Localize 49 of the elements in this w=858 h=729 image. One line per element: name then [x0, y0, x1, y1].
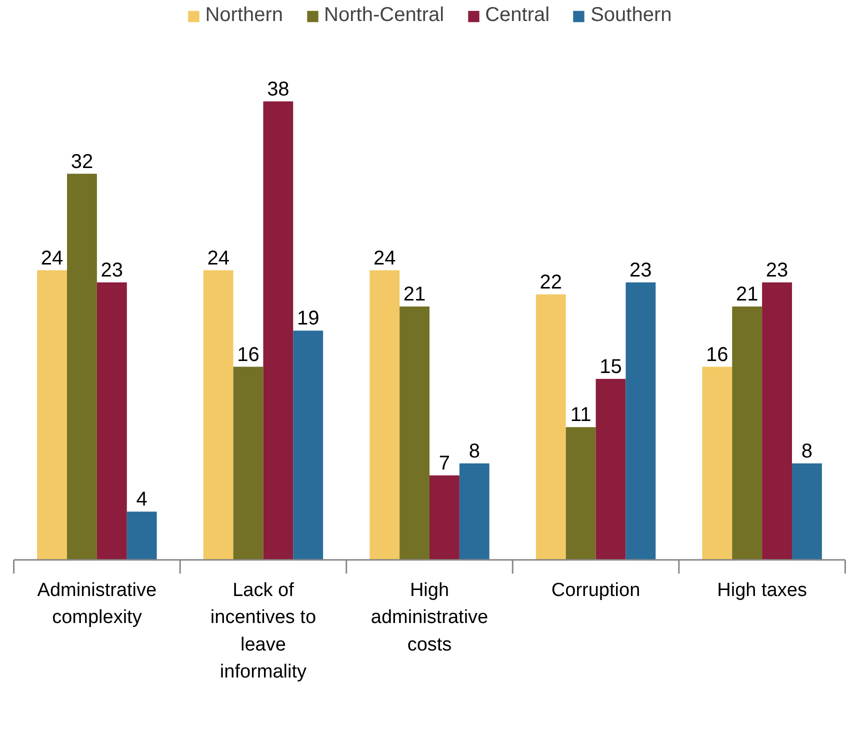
data-label: 4 — [136, 488, 148, 511]
data-label: 24 — [207, 247, 230, 270]
data-label: 23 — [630, 259, 652, 282]
bar — [126, 512, 157, 560]
data-label: 8 — [468, 440, 480, 462]
bar — [566, 427, 596, 560]
x-tick-label: High administrative costs — [370, 580, 488, 656]
bar — [233, 366, 264, 560]
bar — [536, 294, 566, 560]
data-label: 23 — [100, 259, 124, 282]
data-label: 11 — [570, 404, 592, 426]
data-label: 16 — [706, 344, 728, 366]
data-label: 7 — [438, 452, 450, 474]
legend-label: North-Central — [324, 4, 444, 27]
bar — [626, 282, 656, 560]
bar — [400, 306, 430, 560]
legend-label: Northern — [205, 4, 284, 27]
bar — [596, 378, 626, 560]
x-tick-label: High taxes — [717, 580, 807, 601]
bar — [37, 270, 68, 560]
bar — [430, 475, 460, 560]
data-label: 38 — [267, 78, 290, 100]
bar — [67, 174, 97, 560]
data-label: 24 — [40, 247, 64, 270]
bar — [203, 270, 234, 560]
data-label: 8 — [801, 440, 813, 462]
bar — [702, 366, 732, 560]
legend-label: Central — [485, 4, 550, 27]
bar — [263, 101, 294, 560]
x-tick-label: Lack of incentives to leave informality — [210, 580, 316, 683]
data-label: 32 — [70, 150, 94, 173]
bar — [732, 306, 762, 560]
data-label: 23 — [766, 259, 788, 282]
data-label: 21 — [736, 283, 758, 306]
bar — [370, 270, 400, 560]
bar — [792, 463, 822, 560]
legend-label: Southern — [590, 4, 672, 27]
data-label: 16 — [237, 344, 260, 366]
data-label: 21 — [403, 283, 426, 306]
data-label: 15 — [600, 356, 622, 378]
bar — [459, 463, 490, 560]
x-tick-label: Administrative complexity — [37, 580, 157, 628]
bar — [96, 282, 127, 560]
data-label: 19 — [296, 308, 320, 330]
bar — [762, 282, 792, 560]
bar — [293, 330, 324, 560]
data-label: 24 — [373, 247, 396, 270]
data-label: 22 — [540, 271, 562, 294]
x-tick-label: Corruption — [551, 580, 640, 601]
